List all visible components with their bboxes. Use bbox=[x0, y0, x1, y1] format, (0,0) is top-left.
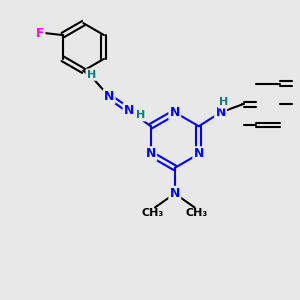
Text: F: F bbox=[36, 27, 44, 40]
Text: N: N bbox=[215, 106, 226, 119]
Text: H: H bbox=[87, 70, 96, 80]
Text: H: H bbox=[136, 110, 146, 120]
Text: N: N bbox=[169, 187, 180, 200]
Text: N: N bbox=[146, 148, 156, 160]
Text: N: N bbox=[104, 90, 114, 103]
Text: CH₃: CH₃ bbox=[142, 208, 164, 218]
Text: N: N bbox=[194, 148, 204, 160]
Text: N: N bbox=[169, 106, 180, 119]
Text: CH₃: CH₃ bbox=[185, 208, 208, 218]
Text: N: N bbox=[124, 104, 134, 117]
Text: H: H bbox=[219, 98, 228, 107]
